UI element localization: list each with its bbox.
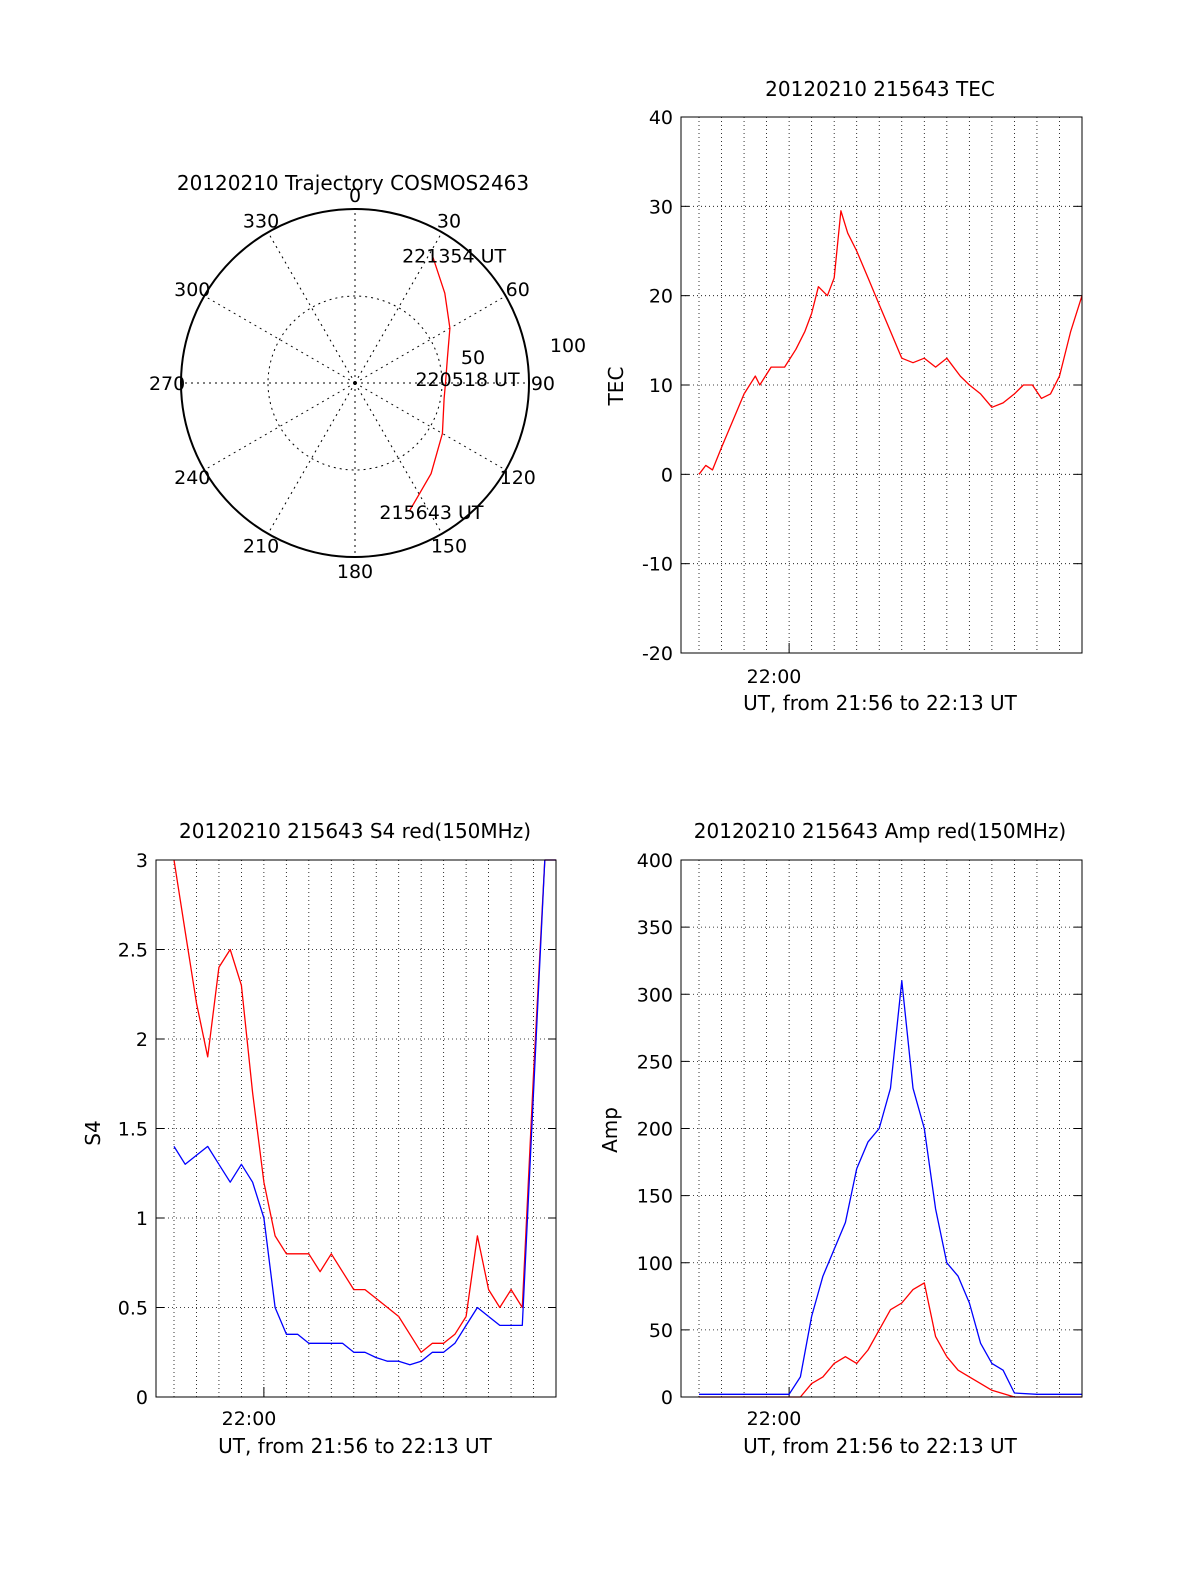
polar-spoke-30	[354, 232, 443, 384]
polar-spoke-210	[267, 382, 356, 534]
track-end-time-label: 221354 UT	[402, 246, 506, 268]
tec-x-axis-label: UT, from 21:56 to 22:13 UT	[743, 691, 1018, 715]
s4-y-tick-label: 2	[136, 1029, 148, 1051]
amp-x-axis-label: UT, from 21:56 to 22:13 UT	[743, 1434, 1018, 1458]
polar-grid	[181, 209, 529, 557]
tec-y-tick-label: 30	[649, 196, 673, 218]
tec-grid	[681, 117, 1082, 653]
amp-y-tick-label: 250	[637, 1051, 673, 1073]
amp-y-tick-label: 150	[637, 1186, 673, 1208]
s4-y-tick-label: 0	[136, 1387, 148, 1409]
amp-y-tick-label: 350	[637, 917, 673, 939]
s4-series	[173, 859, 556, 1366]
azimuth-label-180: 180	[337, 561, 373, 583]
tec-x-tick-label: 22:00	[747, 666, 802, 688]
tec-y-tick-label: -20	[642, 643, 673, 665]
polar-spoke-150	[354, 382, 443, 534]
tec-plot-frame	[680, 116, 1083, 654]
radial-label-100: 100	[550, 335, 586, 357]
azimuth-label-270: 270	[149, 373, 185, 395]
azimuth-label-300: 300	[174, 279, 210, 301]
polar-spoke-60	[354, 295, 506, 384]
amp-y-tick-label: 100	[637, 1253, 673, 1275]
azimuth-label-120: 120	[500, 467, 536, 489]
polar-spoke-240	[204, 382, 356, 471]
satellite-track-line	[408, 254, 451, 512]
s4-grid	[156, 860, 556, 1397]
azimuth-label-0: 0	[349, 185, 361, 207]
s4-series-blue	[173, 859, 556, 1366]
tec-series	[698, 210, 1083, 475]
s4-series-red	[173, 859, 556, 1353]
s4-panel: 20120210 215643 S4 red(150MHz) S4 22:00 …	[81, 819, 557, 1458]
amp-y-tick-label: 50	[649, 1320, 673, 1342]
s4-y-ticks: 0 0.5 1 1.5 2 2.5 3	[118, 850, 556, 1409]
azimuth-label-240: 240	[174, 467, 210, 489]
tec-title: 20120210 215643 TEC	[765, 77, 995, 101]
tec-y-tick-label: 10	[649, 375, 673, 397]
polar-outer-ring	[180, 208, 530, 558]
tec-y-tick-label: 40	[649, 107, 673, 129]
polar-spoke-120	[354, 382, 506, 471]
azimuth-label-30: 30	[437, 210, 461, 232]
track-start-time-label: 215643 UT	[379, 502, 483, 524]
polar-inner-ring	[267, 295, 443, 471]
amp-series	[699, 980, 1082, 1398]
tec-y-tick-label: -10	[642, 554, 673, 576]
tec-y-tick-label: 20	[649, 286, 673, 308]
amp-y-axis-label: Amp	[598, 1107, 622, 1153]
trajectory-title: 20120210 Trajectory COSMOS2463	[177, 171, 529, 195]
s4-y-tick-label: 2.5	[118, 940, 148, 962]
s4-y-axis-label: S4	[81, 1120, 105, 1145]
azimuth-label-60: 60	[506, 279, 530, 301]
polar-spoke-300	[204, 295, 356, 384]
s4-y-tick-label: 3	[136, 850, 148, 872]
s4-y-tick-label: 1.5	[118, 1119, 148, 1141]
radial-label-50: 50	[461, 347, 485, 369]
s4-title: 20120210 215643 S4 red(150MHz)	[179, 819, 531, 843]
tec-y-ticks: -20 -10 0 10 20 30 40	[642, 107, 1082, 665]
amp-grid	[681, 860, 1082, 1397]
amp-plot-frame	[680, 859, 1083, 1398]
tec-series-red	[698, 210, 1083, 475]
azimuth-label-150: 150	[431, 536, 467, 558]
amp-panel: 20120210 215643 Amp red(150MHz) Amp 22:0…	[598, 819, 1083, 1458]
amp-series-red	[699, 1282, 1082, 1398]
amp-y-tick-label: 0	[661, 1387, 673, 1409]
s4-x-tick-label: 22:00	[222, 1408, 277, 1430]
tec-y-axis-label: TEC	[604, 367, 628, 407]
amp-title: 20120210 215643 Amp red(150MHz)	[694, 819, 1066, 843]
amp-y-tick-label: 300	[637, 984, 673, 1006]
s4-y-tick-label: 0.5	[118, 1298, 148, 1320]
amp-y-tick-label: 400	[637, 850, 673, 872]
trajectory-panel: 20120210 Trajectory COSMOS2463 0 30 60 90 12…	[149, 171, 586, 583]
azimuth-labels: 0 30 60 90 120 150 180 210 240 270 300 330	[149, 185, 555, 583]
azimuth-label-210: 210	[243, 536, 279, 558]
amp-y-tick-label: 200	[637, 1119, 673, 1141]
amp-y-ticks: 0 50 100 150 200 250 300 350 400	[637, 850, 1082, 1409]
track-mid-time-label: 220518 UT	[415, 369, 519, 391]
azimuth-label-330: 330	[243, 210, 279, 232]
tec-y-tick-label: 0	[661, 464, 673, 486]
s4-plot-frame	[155, 859, 557, 1398]
azimuth-label-90: 90	[531, 373, 555, 395]
polar-spoke-330	[267, 232, 356, 384]
tec-panel: 20120210 215643 TEC TEC 22:00 UT, from 2…	[604, 77, 1083, 715]
s4-y-tick-label: 1	[136, 1208, 148, 1230]
amp-series-blue	[699, 980, 1082, 1395]
amp-x-tick-label: 22:00	[747, 1408, 802, 1430]
s4-x-axis-label: UT, from 21:56 to 22:13 UT	[218, 1434, 493, 1458]
